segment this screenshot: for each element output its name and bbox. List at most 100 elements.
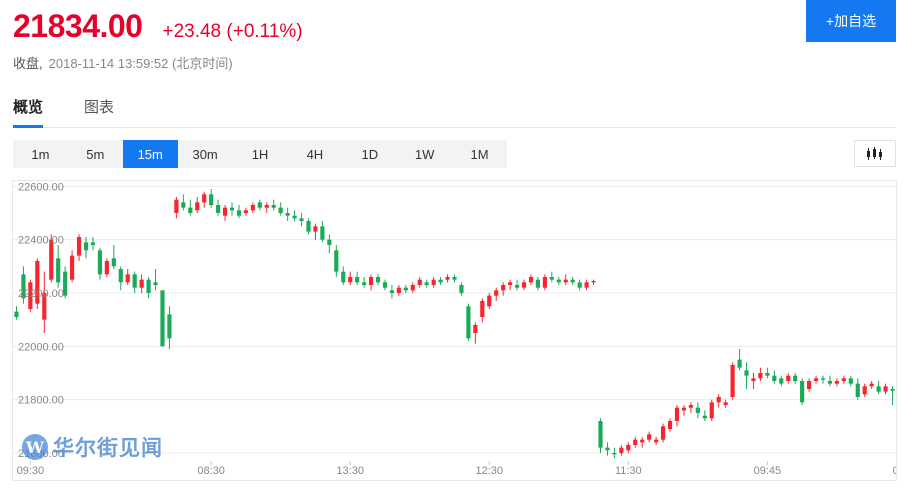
candle xyxy=(306,218,311,235)
candle xyxy=(56,245,61,288)
y-tick-label: 21800.00 xyxy=(18,395,64,407)
candle-body xyxy=(153,282,158,285)
candle xyxy=(375,274,381,285)
candle xyxy=(278,202,283,216)
candle-body xyxy=(772,375,777,381)
candle xyxy=(501,282,506,296)
candle-body xyxy=(709,402,714,419)
candle xyxy=(257,199,262,211)
candle xyxy=(368,274,374,291)
candle-body xyxy=(660,426,666,440)
candle-body xyxy=(111,258,116,267)
tab-overview[interactable]: 概览 xyxy=(13,96,44,128)
candle xyxy=(709,399,714,421)
candle xyxy=(76,234,82,261)
candle-body xyxy=(424,282,429,285)
candle-body xyxy=(820,378,826,380)
candle-body xyxy=(341,271,346,283)
candle xyxy=(556,277,561,285)
candle-body xyxy=(299,218,304,221)
candle xyxy=(563,274,568,285)
candle-body xyxy=(855,383,860,397)
add-watchlist-button[interactable]: +加自选 xyxy=(806,0,896,42)
candle xyxy=(716,394,721,408)
candle-body xyxy=(181,202,186,208)
candle-body xyxy=(118,269,123,283)
interval-1m[interactable]: 1m xyxy=(31,146,50,162)
interval-4h[interactable]: 4H xyxy=(306,146,324,162)
candle xyxy=(772,370,777,384)
candle-body xyxy=(563,279,568,283)
candle xyxy=(793,373,798,384)
interval-1mo[interactable]: 1M xyxy=(470,146,489,162)
candle-body xyxy=(487,295,492,307)
candle-body xyxy=(438,279,443,283)
candle-body xyxy=(779,378,784,384)
candle xyxy=(528,274,534,285)
tab-chart[interactable]: 图表 xyxy=(84,99,115,116)
candle xyxy=(264,202,269,213)
candle-body xyxy=(368,277,374,285)
candle xyxy=(410,282,415,293)
timestamp: 2018-11-14 13:59:52 (北京时间) xyxy=(48,56,233,71)
candle-body xyxy=(70,255,75,280)
last-price: 21834.00 xyxy=(13,8,143,44)
candle-body xyxy=(751,378,756,381)
candles xyxy=(14,189,895,459)
candle xyxy=(848,375,853,387)
candle xyxy=(139,274,144,293)
candle-body xyxy=(598,421,603,448)
candle xyxy=(487,293,492,309)
candle xyxy=(813,375,819,384)
candle-body xyxy=(584,282,589,288)
candle-body xyxy=(535,279,541,288)
candle xyxy=(744,362,749,389)
candle xyxy=(21,266,26,304)
candle xyxy=(584,279,589,291)
candle-body xyxy=(619,447,624,453)
interval-1d[interactable]: 1D xyxy=(361,146,379,162)
candle-body xyxy=(800,381,805,403)
candle-body xyxy=(382,282,388,288)
candle xyxy=(250,202,255,213)
candle xyxy=(14,306,19,320)
candle-body xyxy=(83,242,89,251)
interval-15m[interactable]: 15m xyxy=(122,140,178,168)
interval-30m[interactable]: 30m xyxy=(192,146,218,162)
interval-selector: 1m 5m 15m 30m 1H 4H 1D 1W 1M xyxy=(13,140,507,168)
candle-body xyxy=(459,285,464,293)
market-status: 收盘, 2018-11-14 13:59:52 (北京时间) xyxy=(13,53,233,72)
candle-body xyxy=(737,359,742,368)
candle-body xyxy=(667,421,673,429)
interval-1h[interactable]: 1H xyxy=(251,146,269,162)
candle-body xyxy=(626,445,631,451)
candle-body xyxy=(243,210,249,213)
candle xyxy=(883,383,888,395)
interval-5m[interactable]: 5m xyxy=(86,146,105,162)
candle xyxy=(285,207,290,221)
candle xyxy=(153,269,158,291)
candle xyxy=(209,189,214,208)
candle-body xyxy=(501,285,506,291)
candle xyxy=(633,437,638,448)
candle xyxy=(313,223,318,240)
candle xyxy=(403,285,408,293)
candle-body xyxy=(612,453,617,455)
candle xyxy=(334,245,339,277)
candle-body xyxy=(883,386,888,392)
candle-body xyxy=(49,239,54,280)
candle xyxy=(807,378,812,392)
candle-body xyxy=(674,407,680,421)
candle-body xyxy=(216,205,221,213)
candle xyxy=(647,431,652,443)
candle xyxy=(480,298,485,323)
interval-1w[interactable]: 1W xyxy=(414,146,435,162)
chart-type-button[interactable] xyxy=(854,140,896,167)
candle xyxy=(626,442,631,453)
candle-body xyxy=(452,277,457,280)
candle xyxy=(800,378,805,405)
candle xyxy=(146,277,151,299)
candle xyxy=(222,205,228,221)
candle xyxy=(834,378,839,387)
candle xyxy=(640,437,645,448)
